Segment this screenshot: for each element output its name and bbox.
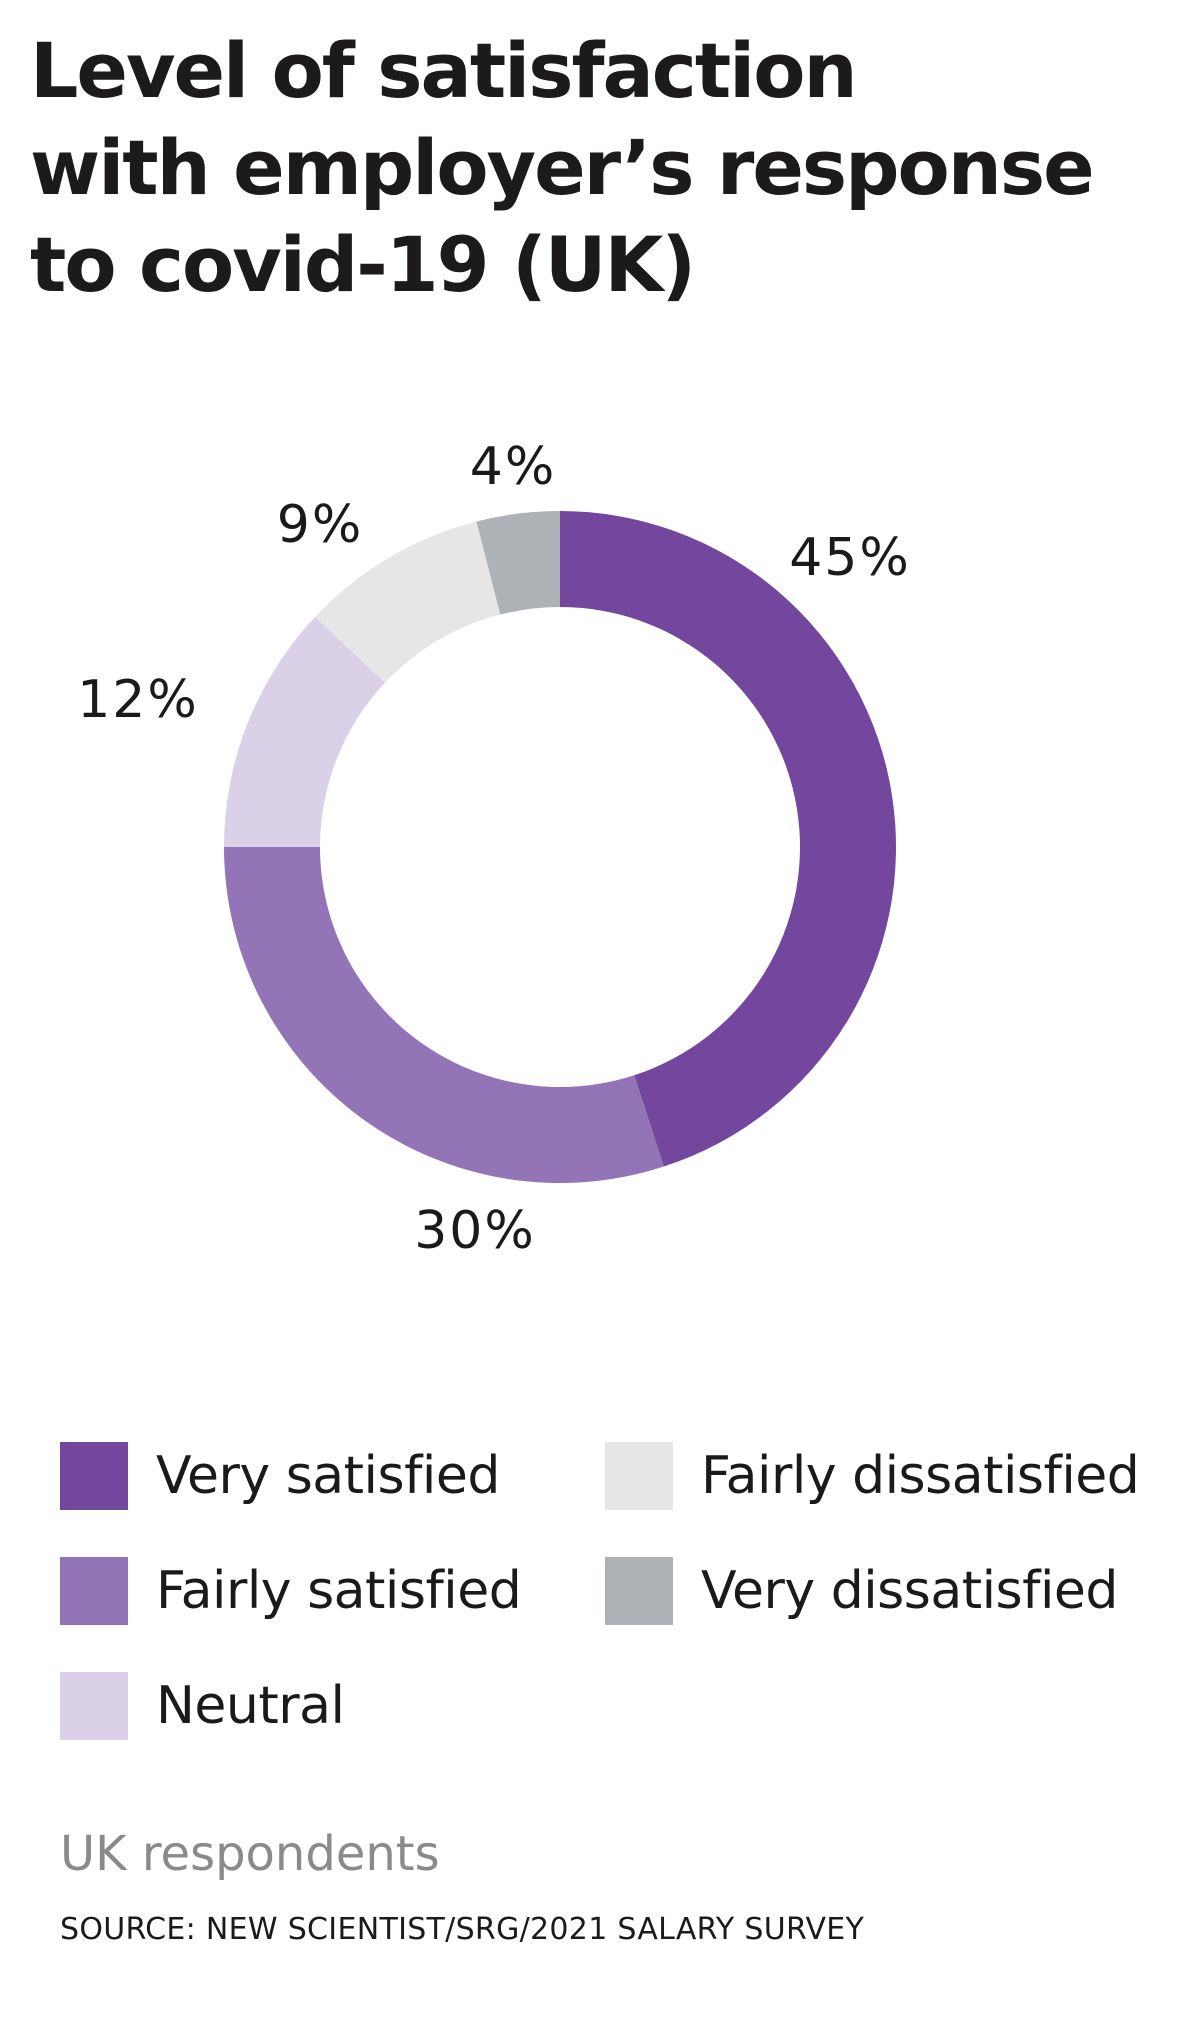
- title-line-2: with employer’s response: [30, 123, 1095, 212]
- slice-very-dissatisfied: [476, 511, 560, 615]
- slice-label-neutral: 12%: [77, 670, 199, 730]
- slice-label-very-dissatisfied: 4%: [470, 437, 557, 497]
- legend-swatch-neutral: [60, 1672, 128, 1740]
- slice-fairly-satisfied: [224, 847, 664, 1183]
- legend-swatch-fairly-satisfied: [60, 1557, 128, 1625]
- legend-item-very-satisfied: Very satisfied: [60, 1441, 500, 1511]
- legend-swatch-very-dissatisfied: [605, 1557, 673, 1625]
- source-credit: SOURCE: NEW SCIENTIST/SRG/2021 SALARY SU…: [60, 1912, 865, 1947]
- slice-very-satisfied: [560, 511, 896, 1167]
- legend-label-very-dissatisfied: Very dissatisfied: [701, 1561, 1118, 1621]
- legend-swatch-very-satisfied: [60, 1442, 128, 1510]
- legend-label-fairly-dissatisfied: Fairly dissatisfied: [701, 1446, 1140, 1506]
- slice-label-fairly-dissatisfied: 9%: [277, 495, 364, 555]
- slice-label-fairly-satisfied: 30%: [414, 1201, 536, 1261]
- title-line-3: to covid-19 (UK): [30, 220, 696, 309]
- legend-item-neutral: Neutral: [60, 1671, 345, 1741]
- legend-item-fairly-dissatisfied: Fairly dissatisfied: [605, 1441, 1140, 1511]
- slice-label-very-satisfied: 45%: [789, 528, 911, 588]
- legend-item-very-dissatisfied: Very dissatisfied: [605, 1556, 1118, 1626]
- slice-fairly-dissatisfied: [315, 521, 501, 683]
- legend-item-fairly-satisfied: Fairly satisfied: [60, 1556, 522, 1626]
- slice-neutral: [224, 616, 386, 847]
- legend-label-very-satisfied: Very satisfied: [156, 1446, 500, 1506]
- chart-title: Level of satisfaction with employer’s re…: [30, 22, 1095, 313]
- chart-subtitle: UK respondents: [60, 1826, 440, 1882]
- donut-chart: 45% 30% 12% 9% 4%: [77, 437, 911, 1261]
- legend-label-neutral: Neutral: [156, 1676, 345, 1736]
- legend-label-fairly-satisfied: Fairly satisfied: [156, 1561, 522, 1621]
- legend-swatch-fairly-dissatisfied: [605, 1442, 673, 1510]
- title-line-1: Level of satisfaction: [30, 26, 858, 115]
